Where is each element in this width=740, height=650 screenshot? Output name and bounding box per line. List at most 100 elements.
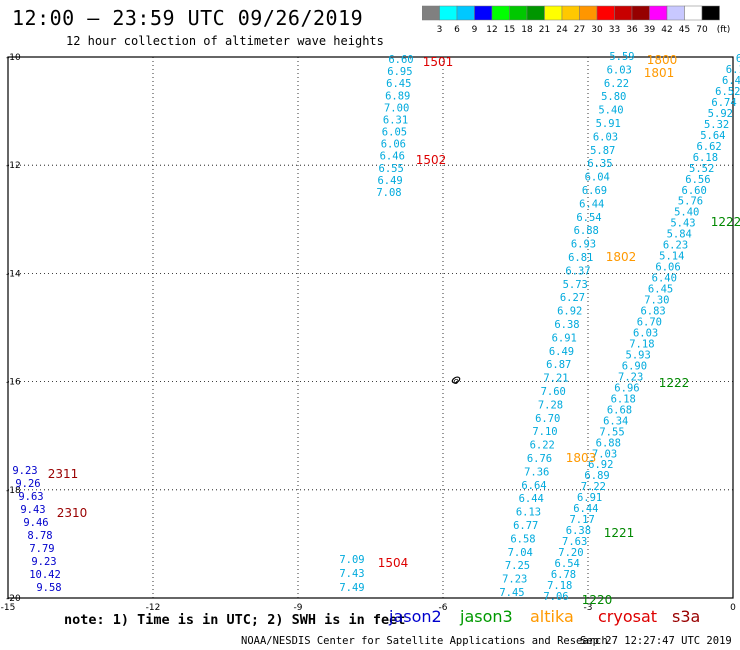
wave-height-color-scale: 3 6 9 12 15 18 21 24 27 30 33 36 39 42 45 70 (ft) [422, 5, 730, 35]
time-marker: 1800 [647, 53, 678, 67]
legend-satellite-s3a: s3a [672, 607, 701, 626]
swh-value: 7.08 [376, 187, 401, 199]
swh-value: 5.80 [601, 91, 626, 103]
swh-value: 7.63 [562, 536, 587, 548]
island-label: o [453, 377, 459, 387]
swh-value: 6.69 [582, 185, 607, 197]
scale-label: 27 [574, 25, 585, 35]
swh-value: 7.30 [644, 295, 669, 307]
scale-label: 12 [486, 25, 497, 35]
swh-value: 6.74 [711, 97, 736, 109]
time-marker: 1220 [582, 593, 613, 607]
swh-value: 6.93 [571, 239, 596, 251]
time-marker: 2310 [57, 506, 88, 520]
swh-value: 6.54 [576, 212, 601, 224]
swh-value: 7.79 [29, 543, 54, 555]
swh-value: 7.21 [543, 373, 568, 385]
swh-value: 6.27 [560, 292, 585, 304]
swh-value: 6.70 [637, 317, 662, 329]
swh-value: 6.77 [513, 520, 538, 532]
swh-value: 7.18 [629, 338, 654, 350]
swh-value: 7.45 [499, 587, 524, 599]
swh-value: 6.22 [604, 78, 629, 90]
swh-value: 6.58 [510, 533, 535, 545]
swh-value: 6.78 [551, 569, 576, 581]
scale-label: 42 [661, 25, 672, 35]
swh-value: 5.32 [704, 119, 729, 131]
swh-value: 5.73 [563, 279, 588, 291]
time-marker: 2311 [48, 467, 79, 481]
swh-value: 7.25 [505, 560, 530, 572]
swh-value: 10.42 [29, 569, 61, 581]
swh-value: 6.88 [574, 225, 599, 237]
swh-value: 5.40 [598, 105, 623, 117]
footer-credit: NOAA/NESDIS Center for Satellite Applica… [241, 635, 608, 647]
swh-value: 6.56 [685, 174, 710, 186]
swh-value: 5.40 [674, 207, 699, 219]
y-tick-label: -20 [6, 594, 21, 604]
swh-value: 6.46 [380, 151, 405, 163]
scale-label: 39 [644, 25, 656, 35]
swh-value: 6.03 [607, 64, 632, 76]
swh-value: 6.45 [386, 78, 411, 90]
swh-value: 6.87 [546, 359, 571, 371]
y-tick-label: -18 [6, 486, 21, 496]
y-tick-label: -14 [6, 269, 21, 279]
swh-value: 7.17 [569, 514, 594, 526]
swh-value: 6.18 [693, 152, 718, 164]
legend-satellite-jason2: jason2 [389, 607, 442, 626]
legend-note: note: 1) Time is in UTC; 2) SWH is in fe… [64, 612, 406, 628]
swh-value: 6.92 [588, 459, 613, 471]
swh-value: 6.49 [549, 346, 574, 358]
swh-value: 9.23 [31, 556, 56, 568]
swh-value: 6.06 [381, 139, 406, 151]
swh-value: 5.93 [626, 349, 651, 361]
island-outline [451, 376, 461, 384]
swh-value: 7.04 [508, 547, 533, 559]
swh-value: 6.18 [611, 393, 636, 405]
swh-value: 7.00 [384, 102, 409, 114]
scale-label: 9 [472, 25, 478, 35]
swh-value: 7.22 [581, 481, 606, 493]
scale-label: 18 [521, 25, 533, 35]
time-marker: 1222 [659, 376, 690, 390]
swh-value: 6.91 [552, 332, 577, 344]
swh-value: 6.38 [566, 525, 591, 537]
swh-value: 6.89 [584, 470, 609, 482]
swh-value: 6.44 [579, 198, 604, 210]
swh-value: 7.23 [618, 371, 643, 383]
swh-value: 6.44 [519, 493, 544, 505]
swh-value: 6.92 [557, 306, 582, 318]
time-marker: 1502 [416, 153, 447, 167]
swh-value: 6.44 [573, 503, 598, 515]
swh-value: 7.09 [339, 554, 364, 566]
swh-value: 6.83 [640, 306, 665, 318]
swh-value: 6.89 [385, 90, 410, 102]
footer-timestamp: Sep 27 12:27:47 UTC 2019 [580, 635, 732, 647]
swh-value: 6.90 [622, 360, 647, 372]
legend-satellite-altika: altika [530, 607, 574, 626]
swh-value: 6.49 [377, 175, 402, 187]
swh-value: 6.64 [521, 480, 546, 492]
swh-value: 7.03 [592, 448, 617, 460]
swh-value: 9.63 [18, 491, 43, 503]
swh-value: 9.26 [15, 478, 40, 490]
map-frame [7, 56, 734, 599]
swh-value: 7.36 [524, 466, 549, 478]
swh-value: 8.78 [27, 530, 52, 542]
swh-value: 6.38 [554, 319, 579, 331]
swh-value: 6.95 [387, 66, 412, 78]
swh-value: 7.55 [599, 426, 624, 438]
swh-value: 9.46 [23, 517, 48, 529]
swh-value: 9.58 [36, 582, 61, 594]
swh-value: 5.87 [590, 145, 615, 157]
x-tick-label: -3 [584, 603, 593, 613]
scale-label: 30 [591, 25, 603, 35]
y-tick-label: -16 [6, 378, 21, 388]
y-tick-label: -12 [6, 161, 21, 171]
swh-value: 5.84 [667, 229, 692, 241]
swh-value: 7.23 [502, 574, 527, 586]
scale-label: 36 [626, 25, 638, 35]
map-title: 12:00 – 23:59 UTC 09/26/2019 [12, 6, 364, 30]
